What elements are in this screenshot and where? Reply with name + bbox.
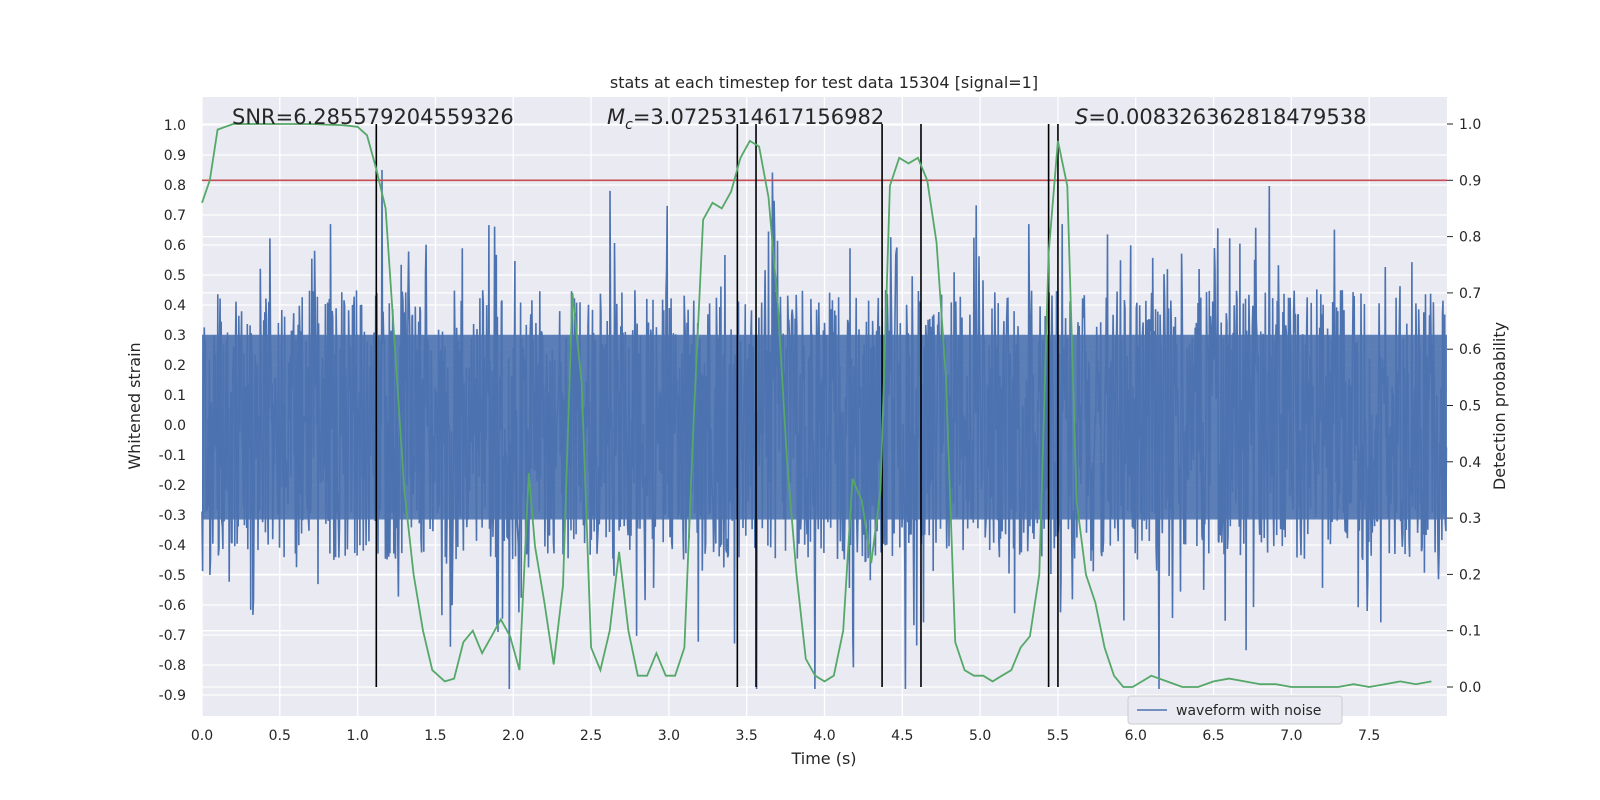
y2-tick-label: 0.3 (1459, 511, 1481, 527)
x-tick-label: 7.5 (1358, 728, 1380, 744)
waveform-dense-band (202, 334, 1447, 520)
y2-tick-label: 0.6 (1459, 342, 1481, 358)
x-tick-label: 3.0 (658, 728, 680, 744)
x-tick-label: 7.0 (1280, 728, 1302, 744)
y-tick-label: 0.6 (164, 238, 186, 254)
y-tick-label: -0.1 (159, 448, 186, 464)
x-tick-label: 5.5 (1047, 728, 1069, 744)
y-tick-label: 0.2 (164, 358, 186, 374)
chirp-mass-symbol: M (607, 105, 625, 129)
x-axis-label: Time (s) (790, 749, 856, 768)
y-tick-label: -0.9 (159, 688, 186, 704)
y-tick-label: 0.9 (164, 148, 186, 164)
snr-label: SNR (232, 105, 276, 129)
x-tick-label: 5.0 (969, 728, 991, 744)
y-tick-label: -0.3 (159, 508, 186, 524)
y-axis-label: Whitened strain (125, 342, 144, 469)
y-tick-label: -0.6 (159, 598, 186, 614)
x-tick-label: 4.5 (891, 728, 913, 744)
s-annotation: S=0.008326362818479538 (1075, 105, 1366, 129)
y2-tick-label: 0.8 (1459, 230, 1481, 246)
y-tick-label: 0.7 (164, 208, 186, 224)
legend-label-waveform: waveform with noise (1176, 703, 1321, 719)
chirp-mass-subscript: c (625, 117, 633, 133)
legend-box (1127, 695, 1343, 725)
detection-probability-line (201, 123, 1432, 688)
chart-title: stats at each timestep for test data 153… (610, 73, 1038, 92)
snr-annotation: SNR=6.285579204559326 (232, 105, 514, 129)
overlay-lines (202, 124, 1447, 687)
y-tick-label: -0.4 (159, 538, 186, 554)
y-tick-label: 1.0 (164, 118, 186, 134)
y-tick-label: 0.4 (164, 298, 186, 314)
y-tick-label: -0.2 (159, 478, 186, 494)
y-tick-label: 0.3 (164, 328, 186, 344)
s-value: =0.008326362818479538 (1088, 105, 1366, 129)
y2-axis-label: Detection probability (1490, 322, 1509, 490)
y-tick-label: -0.7 (159, 628, 186, 644)
y-tick-label: 0.0 (164, 418, 186, 434)
y-tick-label: -0.5 (159, 568, 186, 584)
tick-labels: 0.0 0.5 1.0 1.5 2.0 2.5 3.0 3.5 4.0 4.5 5.0 5.5 6.0 6… (159, 117, 1482, 744)
chirp-mass-annotation: Mc=3.0725314617156982 (607, 105, 884, 133)
snr-value: =6.285579204559326 (276, 105, 514, 129)
y2-tick-label: 0.4 (1459, 455, 1481, 471)
y2-tick-label: 0.2 (1459, 567, 1481, 583)
x-tick-label: 2.0 (502, 728, 524, 744)
legend: waveform with noise (1127, 695, 1343, 725)
y2-tick-label: 0.1 (1459, 624, 1481, 640)
y2-tick-label: 0.5 (1459, 399, 1481, 415)
y-tick-label: 0.5 (164, 268, 186, 284)
x-tick-label: 4.0 (813, 728, 835, 744)
x-tick-label: 3.5 (736, 728, 758, 744)
y2-tick-label: 1.0 (1459, 117, 1481, 133)
s-symbol: S (1075, 105, 1088, 129)
x-tick-label: 1.5 (424, 728, 446, 744)
y2-tick-label: 0.9 (1459, 173, 1481, 189)
waveform-with-noise-series (201, 169, 1448, 690)
x-tick-label: 0.5 (269, 728, 291, 744)
x-tick-label: 6.5 (1202, 728, 1224, 744)
x-tick-label: 6.0 (1125, 728, 1147, 744)
chirp-mass-value: =3.0725314617156982 (633, 105, 884, 129)
y2-tick-label: 0.0 (1459, 680, 1481, 696)
y2-tick-label: 0.7 (1459, 286, 1481, 302)
detection-probability-series (201, 123, 1432, 688)
x-tick-label: 0.0 (191, 728, 213, 744)
x-tick-label: 1.0 (346, 728, 368, 744)
x-tick-label: 2.5 (580, 728, 602, 744)
y-tick-label: 0.8 (164, 178, 186, 194)
y-tick-label: -0.8 (159, 658, 186, 674)
y-tick-label: 0.1 (164, 388, 186, 404)
